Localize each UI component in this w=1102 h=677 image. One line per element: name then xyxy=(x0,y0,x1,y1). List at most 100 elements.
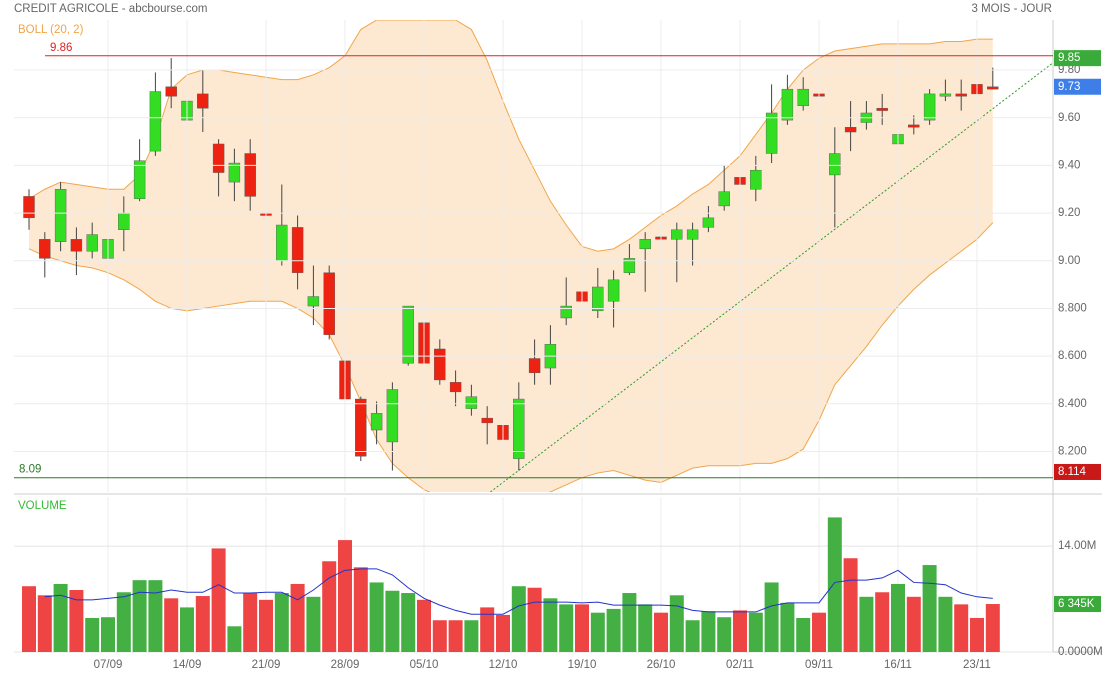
candle-body xyxy=(955,93,967,97)
candle-body xyxy=(908,124,920,128)
volume-bar xyxy=(701,611,716,652)
x-tick-label: 26/10 xyxy=(647,659,676,671)
candle-body xyxy=(434,348,446,381)
candle-body xyxy=(212,143,225,173)
volume-bar xyxy=(622,593,637,652)
x-tick-label: 07/09 xyxy=(94,659,123,671)
volume-bar xyxy=(685,620,700,652)
candle-body xyxy=(876,108,888,111)
candle-body xyxy=(513,398,525,459)
candle-body xyxy=(86,234,98,252)
x-tick-label: 19/10 xyxy=(568,659,597,671)
ref-label: 8.09 xyxy=(19,464,41,476)
volume-bar xyxy=(780,602,795,652)
candle-body xyxy=(592,286,604,312)
volume-bar xyxy=(148,580,163,652)
y-tick-label: 9.20 xyxy=(1058,207,1080,219)
volume-bar xyxy=(654,612,668,652)
candle-body xyxy=(39,239,51,259)
volume-bar xyxy=(116,592,131,652)
volume-bar xyxy=(259,599,273,652)
price-tag xyxy=(1054,50,1101,67)
volume-bar xyxy=(338,540,352,652)
y-tick-label: 9.00 xyxy=(1058,255,1080,267)
trend-line xyxy=(490,62,1053,492)
volume-bar xyxy=(590,612,605,652)
candle-body xyxy=(481,417,493,424)
volume-bar xyxy=(385,590,400,652)
candle-body xyxy=(197,93,209,109)
candle-body xyxy=(528,358,541,374)
candle-body xyxy=(781,88,794,121)
candle-body xyxy=(244,153,256,197)
y-tick-label: 0.0000M xyxy=(1058,646,1102,658)
price-tag xyxy=(1054,463,1101,480)
y-tick-label: 9.80 xyxy=(1058,64,1080,76)
candle-body xyxy=(149,91,162,152)
volume-bar xyxy=(954,604,969,652)
candle-body xyxy=(987,86,999,90)
volume-bar xyxy=(717,617,732,652)
volume-bar xyxy=(891,583,905,652)
volume-bar xyxy=(733,610,747,652)
candle-body xyxy=(829,153,841,176)
volume-tag xyxy=(1054,596,1101,613)
volume-bar xyxy=(37,595,52,652)
candle-body xyxy=(765,112,778,154)
volume-bar xyxy=(559,604,574,652)
y-tick-label: 8.800 xyxy=(1058,302,1087,314)
candle-body xyxy=(386,389,399,443)
x-tick-label: 05/10 xyxy=(410,659,439,671)
volume-bar xyxy=(511,586,526,652)
band-lower xyxy=(28,222,994,492)
volume-bar xyxy=(875,592,890,652)
volume-bar xyxy=(669,595,684,652)
volume-bar xyxy=(543,598,558,652)
y-tick-label: 9.40 xyxy=(1058,159,1080,171)
candle-body xyxy=(118,212,130,230)
candle-body xyxy=(718,191,730,207)
candle-body xyxy=(449,382,462,393)
volume-name: VOLUME xyxy=(18,500,67,512)
volume-bar xyxy=(195,596,210,652)
y-tick-label: 8.200 xyxy=(1058,446,1087,458)
volume-bar xyxy=(243,593,258,652)
candle-body xyxy=(560,305,572,319)
volume-bar xyxy=(22,586,36,652)
candle-body xyxy=(623,258,636,273)
volume-bar xyxy=(638,604,653,652)
volume-bar xyxy=(432,620,447,652)
candle-body xyxy=(133,160,146,199)
y-tick-label: 8.600 xyxy=(1058,350,1087,362)
candle-body xyxy=(276,224,288,261)
volume-bar xyxy=(906,596,921,652)
volume-bar xyxy=(85,617,100,652)
candle-body xyxy=(402,305,414,364)
indicator-name: BOLL (20, 2) xyxy=(18,24,84,36)
volume-bar xyxy=(322,561,337,652)
candle-body xyxy=(23,196,35,219)
x-tick-label: 12/10 xyxy=(489,659,518,671)
volume-bar xyxy=(796,617,811,652)
volume-bar xyxy=(227,626,242,652)
volume-bar xyxy=(812,612,826,652)
candle-body xyxy=(70,239,83,252)
volume-bar xyxy=(101,617,115,652)
y-tick-label: 9.60 xyxy=(1058,112,1080,124)
volume-bar xyxy=(401,593,416,652)
chart-title: CREDIT AGRICOLE - abcbourse.com xyxy=(14,3,207,15)
x-tick-label: 02/11 xyxy=(726,659,754,671)
candle-body xyxy=(702,217,715,228)
band-upper xyxy=(28,20,993,252)
volume-bar xyxy=(985,604,1000,652)
volume-bar xyxy=(69,590,84,652)
volume-bar xyxy=(464,620,479,652)
volume-bar xyxy=(575,604,589,652)
volume-bar xyxy=(132,580,147,652)
volume-bar xyxy=(164,598,179,652)
volume-bar xyxy=(606,608,621,652)
volume-bar xyxy=(274,593,289,652)
volume-bar xyxy=(180,607,194,652)
volume-bar xyxy=(764,582,779,652)
x-tick-label: 21/09 xyxy=(252,659,281,671)
